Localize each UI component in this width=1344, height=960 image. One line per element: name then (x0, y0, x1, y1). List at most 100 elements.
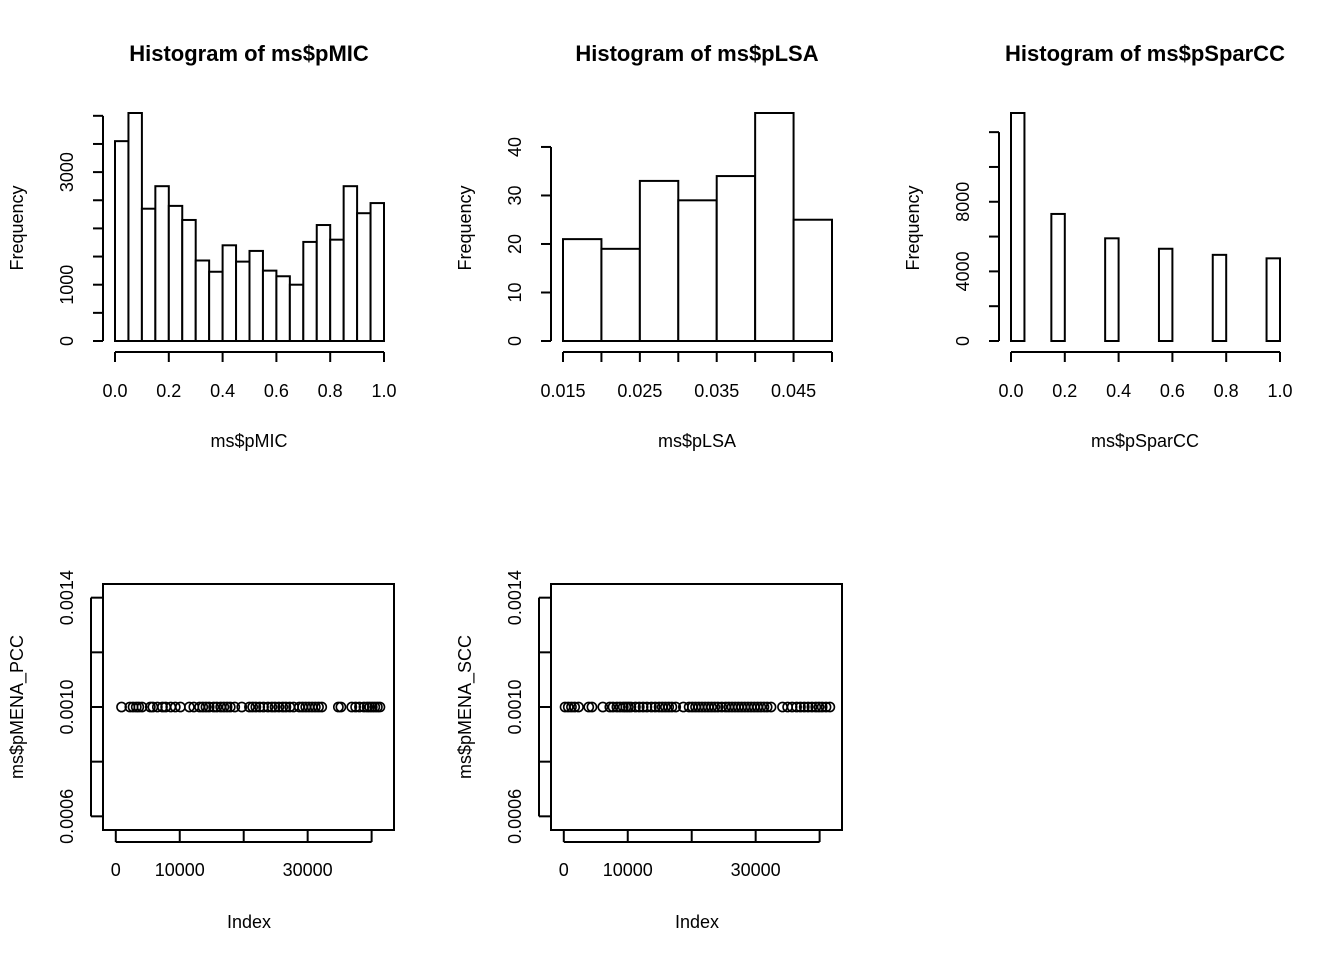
histogram-bar (1265, 257, 1282, 342)
data-point (802, 701, 814, 713)
data-point (758, 701, 770, 713)
chart-title: Histogram of ms$pLSA (575, 41, 818, 66)
histogram-bar (369, 202, 385, 342)
histogram-bar (638, 179, 680, 342)
data-point (810, 701, 822, 713)
chart-title: Histogram of ms$pMIC (129, 41, 369, 66)
data-point (374, 701, 386, 713)
chart-title: Histogram of ms$pSparCC (1005, 41, 1285, 66)
data-point (597, 701, 609, 713)
y-axis-label: Frequency (455, 185, 475, 270)
data-point (309, 701, 321, 713)
x-tick-label: 0.4 (1106, 381, 1131, 401)
data-point (313, 701, 324, 713)
histogram-bar (235, 260, 251, 342)
data-point (358, 701, 370, 713)
x-axis-label: ms$pLSA (658, 431, 736, 451)
data-point (795, 701, 806, 713)
histogram-bar (261, 269, 278, 343)
x-tick-label: 0.8 (1214, 381, 1239, 401)
histogram-bar (154, 185, 170, 342)
histogram-bar (248, 249, 264, 342)
x-tick-label: 1.0 (371, 381, 396, 401)
data-point (169, 701, 181, 713)
data-point (604, 701, 616, 713)
x-tick-label: 10000 (603, 860, 653, 880)
histogram-bar (1211, 253, 1228, 343)
histogram-bar (208, 270, 224, 342)
histogram-bar (1050, 212, 1066, 342)
data-point (641, 701, 653, 713)
panel-5: 0 10000 30000 0.0006 0.0010 0.0014 Index ms$pME… (455, 570, 843, 932)
histogram-bar (342, 185, 359, 342)
data-point (151, 701, 163, 713)
data-point (791, 701, 802, 713)
y-tick-label: 4000 (953, 251, 973, 291)
x-tick-label: 1.0 (1267, 381, 1292, 401)
x-tick-label: 10000 (155, 860, 205, 880)
histogram-bar (792, 218, 833, 342)
data-point (258, 701, 269, 713)
x-tick-label: 0.2 (156, 381, 181, 401)
histogram-bar (181, 218, 197, 343)
data-point (229, 701, 241, 713)
panel-4: 0 10000 30000 0.0006 0.0010 0.0014 Index ms$pME… (7, 570, 395, 932)
data-point (157, 701, 168, 713)
data-point (277, 701, 289, 713)
y-tick-label: 0.0006 (505, 789, 525, 844)
data-point (316, 701, 328, 713)
histogram-bar (302, 240, 318, 342)
histogram-bar (1104, 237, 1120, 342)
x-tick-label: 0 (111, 860, 121, 880)
x-axis-label: Index (675, 912, 719, 932)
x-tick-label: 0.045 (771, 381, 816, 401)
x-axis-label: ms$pMIC (210, 431, 287, 451)
data-point (607, 701, 619, 713)
data-point (133, 701, 145, 713)
data-point (573, 701, 584, 713)
data-point (646, 701, 657, 713)
data-point (335, 701, 347, 713)
data-point (273, 701, 285, 713)
data-point (346, 701, 358, 713)
histogram-bar (715, 175, 757, 342)
data-point (666, 701, 678, 713)
y-axis-label: Frequency (903, 185, 923, 270)
panel-2: Histogram of ms$pLSA 0.015 0.025 0.035 0.045… (455, 41, 833, 451)
data-point (280, 701, 292, 713)
data-point (208, 701, 220, 713)
x-tick-label: 30000 (731, 860, 781, 880)
data-point (136, 701, 148, 713)
data-point (224, 701, 236, 713)
histogram-bar (329, 238, 345, 343)
data-point (820, 701, 832, 713)
y-tick-label: 0 (953, 336, 973, 346)
x-tick-label: 0.015 (540, 381, 585, 401)
data-point (354, 701, 365, 713)
x-tick-label: 0.6 (264, 381, 289, 401)
x-axis-label: Index (227, 912, 271, 932)
y-tick-label: 10 (505, 282, 525, 302)
histogram-bar (315, 224, 332, 342)
data-point (625, 701, 637, 713)
histogram-bar (140, 207, 157, 342)
y-axis-label: ms$pMENA_PCC (7, 635, 28, 779)
data-point (716, 701, 728, 713)
data-point (614, 701, 626, 713)
y-axis-label: ms$pMENA_SCC (455, 635, 476, 779)
data-point (221, 701, 233, 713)
y-tick-label: 0.0010 (505, 679, 525, 734)
data-point (798, 701, 810, 713)
data-point (254, 701, 266, 713)
x-tick-label: 0.2 (1052, 381, 1077, 401)
data-point (562, 701, 574, 713)
data-point (269, 701, 281, 713)
histogram-bar (356, 212, 372, 343)
y-tick-label: 0.0014 (57, 570, 77, 625)
x-tick-label: 0.6 (1160, 381, 1185, 401)
x-tick-label: 0.8 (318, 381, 343, 401)
histogram-bar (1010, 112, 1026, 342)
y-tick-label: 30 (505, 185, 525, 205)
panel-1: Histogram of ms$pMIC 0.0 0.2 0.4 0.6 0.8 1.0 0 1… (7, 41, 397, 451)
